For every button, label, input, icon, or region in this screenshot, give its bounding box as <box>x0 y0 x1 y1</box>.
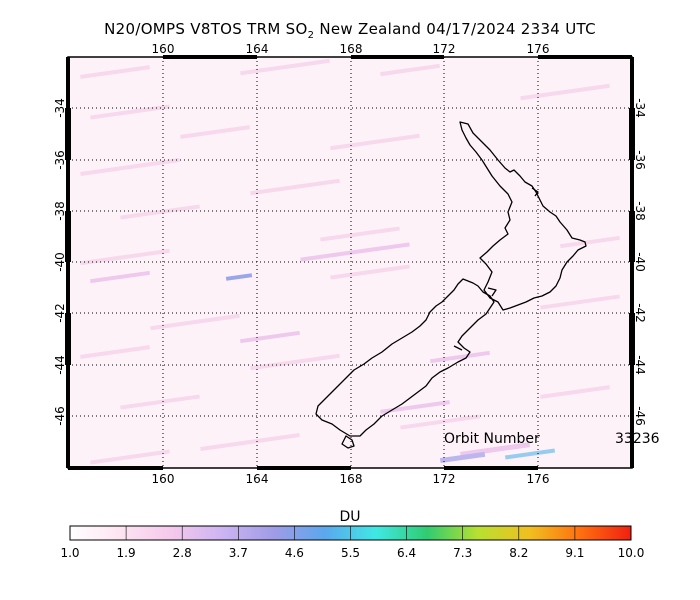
lat-label-left: -34 <box>53 98 67 118</box>
lat-label-left: -44 <box>53 355 67 375</box>
orbit-number-value: 33236 <box>615 431 660 447</box>
colorbar-label: 7.3 <box>453 546 472 560</box>
colorbar-label: 1.0 <box>60 546 79 560</box>
so2-high-patch <box>225 273 253 281</box>
colorbar-label: 4.6 <box>285 546 304 560</box>
lat-label-left: -36 <box>53 150 67 170</box>
lon-labels-top: 160 164 168 172 176 <box>152 42 550 56</box>
so2-retrieval-swaths <box>80 58 620 465</box>
graticule <box>68 57 632 468</box>
colorbar-label: 3.7 <box>229 546 248 560</box>
colorbar-label: 2.8 <box>173 546 192 560</box>
colorbar-labels: 1.0 1.9 2.8 3.7 4.6 5.5 6.4 7.3 8.2 9.1 10.0 <box>60 546 644 560</box>
south-island-outline <box>315 278 495 437</box>
orbit-number-label: Orbit Number <box>444 431 540 447</box>
lat-label-left: -46 <box>53 406 67 426</box>
lat-label-right: -42 <box>633 303 647 323</box>
north-island-outline <box>459 121 587 311</box>
lat-label-left: -38 <box>53 201 67 221</box>
so2-high-streak <box>504 448 556 460</box>
lat-label-left: -40 <box>53 252 67 272</box>
frame-lat-ticks <box>65 108 635 365</box>
lat-label-right: -44 <box>633 355 647 375</box>
title-prefix: N20/OMPS V8TOS TRM SO <box>104 20 308 38</box>
lat-label-right: -46 <box>633 406 647 426</box>
lat-label-left: -42 <box>53 303 67 323</box>
lon-label-bottom: 176 <box>527 472 550 486</box>
colorbar-label: 8.2 <box>509 546 528 560</box>
lat-label-right: -34 <box>633 98 647 118</box>
lon-label-top: 168 <box>340 42 363 56</box>
lon-label-top: 164 <box>246 42 269 56</box>
lon-labels-bottom: 160 164 168 172 176 <box>152 472 550 486</box>
colorbar-unit: DU <box>339 509 360 525</box>
title-subscript: 2 <box>307 30 315 41</box>
lat-label-right: -40 <box>633 252 647 272</box>
colorbar-label: 6.4 <box>397 546 416 560</box>
lon-label-bottom: 164 <box>246 472 269 486</box>
colorbar-label: 9.1 <box>565 546 584 560</box>
lon-label-bottom: 168 <box>340 472 363 486</box>
nz-coastline <box>315 121 587 449</box>
colorbar-label: 10.0 <box>618 546 645 560</box>
lat-labels-left: -34 -36 -38 -40 -42 -44 -46 <box>53 98 67 426</box>
title-suffix: New Zealand 04/17/2024 2334 UTC <box>314 20 596 38</box>
lat-labels-right: -34 -36 -38 -40 -42 -44 -46 <box>633 98 647 426</box>
colorbar-ticks <box>69 526 632 540</box>
colorbar-label: 5.5 <box>341 546 360 560</box>
lon-label-top: 160 <box>152 42 175 56</box>
lon-label-top: 176 <box>527 42 550 56</box>
lat-label-right: -38 <box>633 201 647 221</box>
colorbar-label: 1.9 <box>117 546 136 560</box>
lon-label-top: 172 <box>433 42 456 56</box>
lon-label-bottom: 160 <box>152 472 175 486</box>
map-title: N20/OMPS V8TOS TRM SO2 New Zealand 04/17… <box>0 20 700 41</box>
lon-label-bottom: 172 <box>433 472 456 486</box>
lat-label-right: -36 <box>633 150 647 170</box>
